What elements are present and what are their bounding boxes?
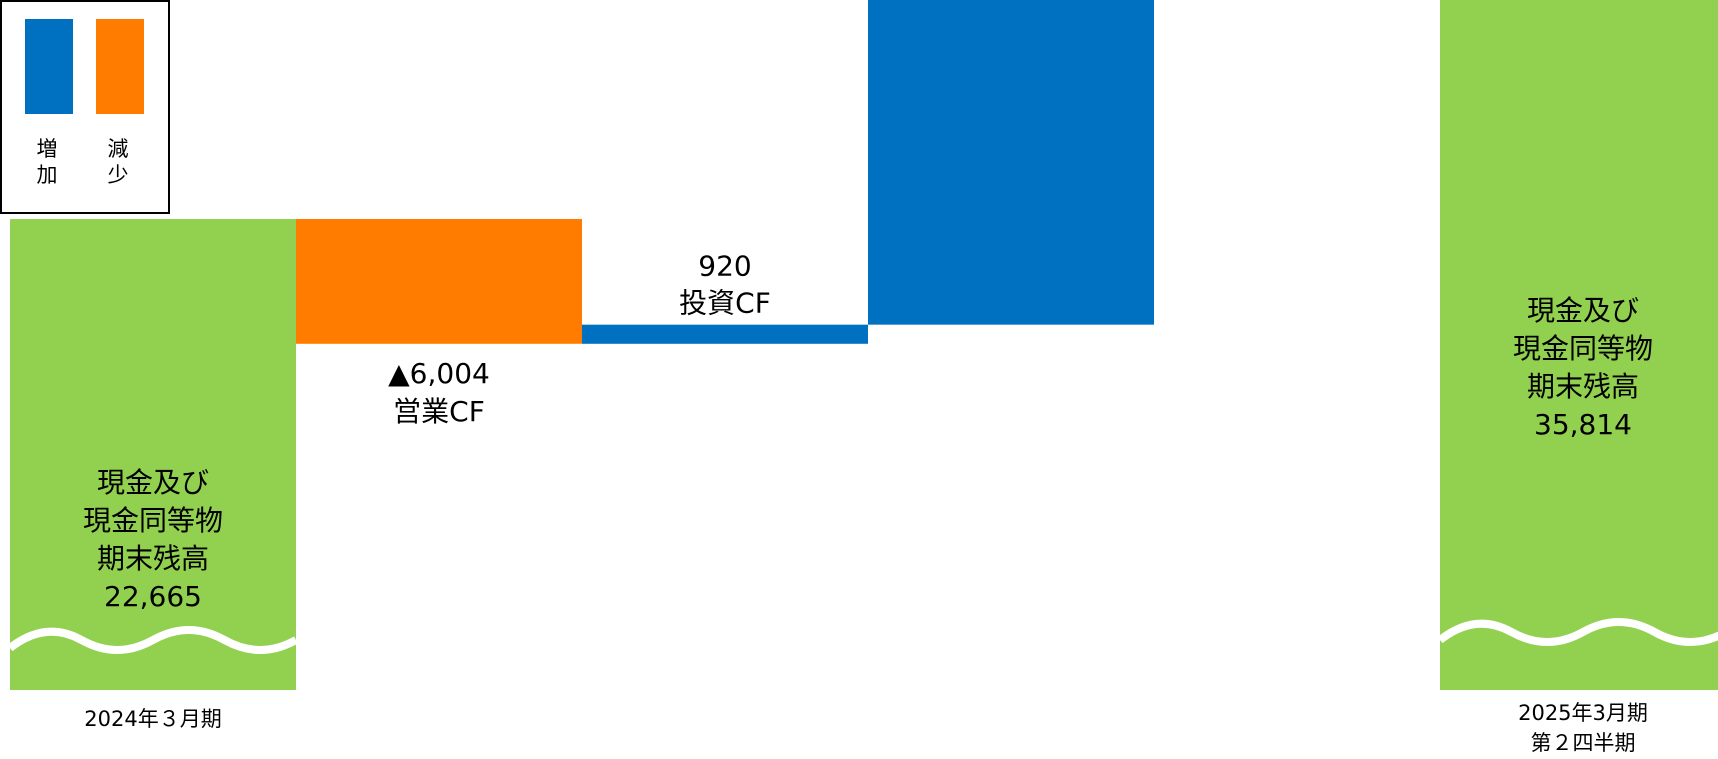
- start-bar-label-line-0: 現金及び: [97, 466, 209, 499]
- legend-label-1-char-1: 少: [108, 163, 129, 187]
- end-bar-label-line-0: 現金及び: [1527, 294, 1639, 327]
- legend-swatch-0: [25, 19, 73, 114]
- step-bar-0: [296, 219, 582, 344]
- step-bar-1: [582, 324, 868, 344]
- step-name-1: 投資CF: [679, 287, 771, 320]
- end-bar-value: 35,814: [1534, 408, 1632, 441]
- step-value-0: ▲6,004: [388, 357, 490, 390]
- end-bar-label-line-1: 現金同等物: [1513, 332, 1653, 365]
- legend: 増加 減少: [0, 0, 170, 214]
- start-bar: [10, 219, 296, 690]
- start-bar-label-line-1: 現金同等物: [83, 504, 223, 537]
- start-bar-wave: [7, 626, 298, 654]
- step-bar-2: [868, 0, 1154, 325]
- legend-label-0-char-1: 加: [37, 163, 58, 187]
- end-period-label-1: 第２四半期: [1531, 731, 1636, 755]
- start-period-label-0: 2024年３月期: [84, 707, 221, 731]
- end-bar-label-line-2: 期末残高: [1527, 370, 1639, 403]
- start-bar-value: 22,665: [104, 580, 202, 613]
- end-bar-wave: [1437, 618, 1718, 646]
- legend-swatch-1: [96, 19, 144, 114]
- step-name-0: 営業CF: [393, 395, 485, 428]
- step-value-1: 920: [698, 250, 751, 283]
- end-bar: [1440, 0, 1718, 690]
- end-period-label-0: 2025年3月期: [1518, 701, 1648, 725]
- legend-label-1-char-0: 減: [108, 137, 129, 161]
- legend-label-0-char-0: 増: [37, 137, 58, 161]
- start-bar-label-line-2: 期末残高: [97, 542, 209, 575]
